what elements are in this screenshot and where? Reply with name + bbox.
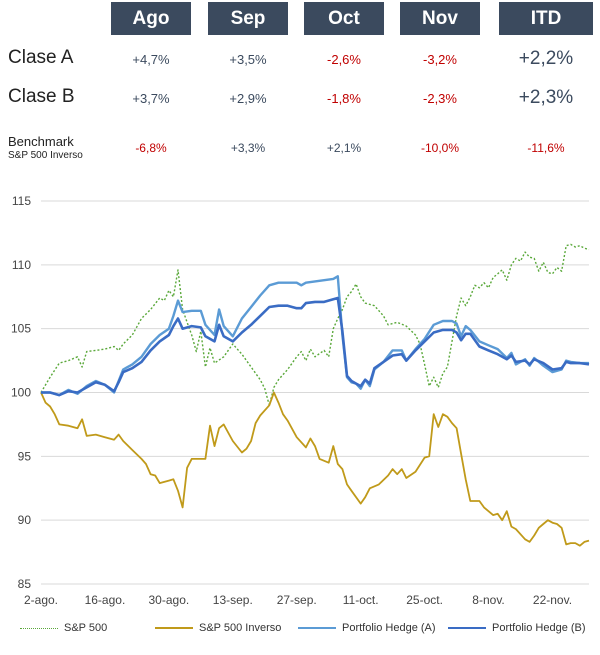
row-label: Clase B (8, 86, 75, 107)
legend-label: Portfolio Hedge (B) (492, 622, 586, 634)
legend-item: S&P 500 (20, 622, 107, 634)
x-tick-label: 27-sep. (277, 593, 317, 607)
return-cell: +3,7% (132, 91, 170, 106)
legend-item: Portfolio Hedge (A) (298, 622, 436, 634)
legend-swatch (298, 627, 336, 629)
return-cell: -2,6% (327, 52, 361, 67)
x-tick-label: 8-nov. (472, 593, 504, 607)
benchmark-cell: -10,0% (420, 141, 460, 155)
return-cell: +3,5% (229, 52, 267, 67)
benchmark-subtitle: S&P 500 Inverso (8, 150, 83, 161)
header-nov: Nov (400, 2, 480, 35)
return-cell: -2,3% (423, 91, 457, 106)
series-line-2 (41, 275, 589, 397)
y-tick-label: 105 (11, 322, 31, 336)
x-tick-label: 22-nov. (533, 593, 572, 607)
return-cell: -1,8% (327, 91, 361, 106)
return-cell: +2,3% (518, 87, 574, 108)
header-itd: ITD (499, 2, 593, 35)
return-cell: +2,9% (229, 91, 267, 106)
legend-swatch (155, 627, 193, 629)
y-tick-label: 115 (12, 194, 31, 208)
benchmark-cell: -11,6% (527, 141, 565, 155)
legend-item: Portfolio Hedge (B) (448, 622, 586, 634)
legend-swatch (448, 627, 486, 629)
legend-swatch (20, 627, 58, 629)
series-line-3 (41, 296, 590, 397)
y-tick-label: 85 (18, 577, 32, 591)
return-cell: +4,7% (132, 52, 170, 67)
benchmark-title: Benchmark (8, 134, 74, 149)
y-tick-label: 95 (18, 449, 32, 463)
header-oct: Oct (304, 2, 384, 35)
chart-legend: S&P 500 S&P 500 Inverso Portfolio Hedge (A… (0, 622, 600, 642)
x-tick-label: 30-ago. (149, 593, 190, 607)
benchmark-label: Benchmark S&P 500 Inverso (8, 135, 83, 163)
legend-item: S&P 500 Inverso (155, 622, 281, 634)
benchmark-cell: +2,1% (326, 141, 362, 155)
benchmark-cell: -6,8% (135, 141, 167, 155)
performance-line-chart: 85 90 95 100 105 110 115 2-ago. 16-ago. 30-ago. 13… (11, 194, 590, 607)
x-tick-label: 13-sep. (213, 593, 253, 607)
y-tick-label: 90 (18, 513, 32, 527)
x-tick-label: 11-oct. (343, 593, 379, 607)
benchmark-cell: +3,3% (230, 141, 266, 155)
legend-label: S&P 500 (64, 622, 108, 634)
legend-label: S&P 500 Inverso (199, 622, 282, 634)
header-sep: Sep (208, 2, 288, 35)
y-tick-label: 110 (12, 258, 31, 272)
y-tick-label: 100 (11, 386, 31, 400)
x-tick-label: 25-oct. (406, 593, 443, 607)
series-line-1 (40, 391, 590, 547)
return-cell: +2,2% (518, 48, 574, 69)
series-line-0 (40, 243, 590, 406)
x-tick-label: 16-ago. (85, 593, 126, 607)
row-label: Clase A (8, 47, 74, 68)
legend-label: Portfolio Hedge (A) (342, 622, 436, 634)
header-ago: Ago (111, 2, 191, 35)
return-cell: -3,2% (423, 52, 457, 67)
x-tick-label: 2-ago. (24, 593, 58, 607)
